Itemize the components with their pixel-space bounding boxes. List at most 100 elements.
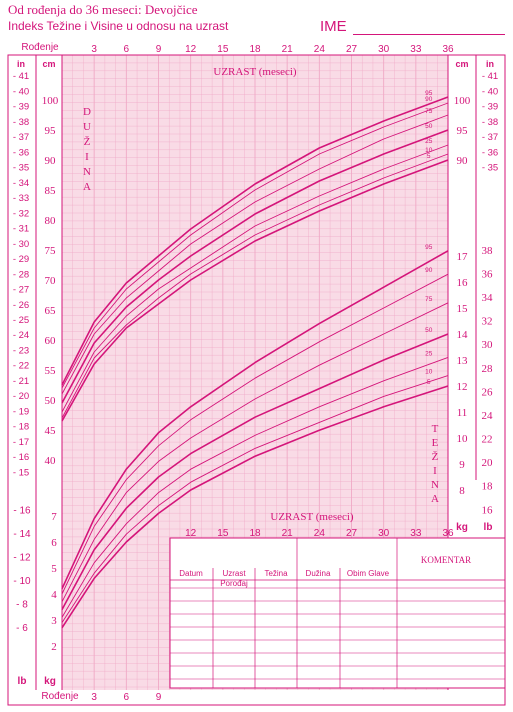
- name-label: IME: [320, 18, 347, 35]
- chart-subtitle: Indeks Težine i Visine u odnosu na uzras…: [8, 19, 229, 33]
- length-in-right-tick: - 40: [482, 86, 498, 97]
- weight-lb-right-tick: 34: [482, 292, 494, 304]
- length-in-tick: - 15: [13, 467, 29, 478]
- length-in-tick: - 40: [13, 86, 29, 97]
- length-cm-tick: 100: [42, 95, 59, 107]
- name-field[interactable]: [353, 32, 505, 35]
- weight-lb-right-tick: 22: [482, 434, 493, 446]
- length-in-tick: - 17: [13, 437, 29, 448]
- top-axis-birth-label: Rođenje: [21, 42, 59, 53]
- mid-axis-tick: 12: [185, 528, 197, 539]
- weight-side-title-letter: T: [432, 423, 439, 435]
- weight-series-10: [61, 375, 449, 623]
- length-cm-tick: 80: [45, 215, 57, 227]
- length-in-right-tick: - 37: [482, 132, 498, 143]
- weight-kg-right-tick: 10: [457, 433, 469, 445]
- mid-axis-tick: 18: [249, 528, 261, 539]
- weight-lb-left-tick: - 16: [13, 505, 31, 516]
- weight-lb-right-tick: 20: [482, 457, 494, 469]
- weight-lb-left-tick: - 8: [16, 600, 28, 611]
- weight-kg-left-tick: 2: [51, 641, 57, 653]
- mid-axis-tick: 21: [282, 528, 294, 539]
- length-cm-tick: 70: [45, 275, 57, 287]
- length-cm-tick: 40: [45, 455, 57, 467]
- top-axis-tick: 21: [282, 44, 294, 55]
- length-in-tick: - 22: [13, 361, 29, 372]
- mid-axis-tick: 27: [346, 528, 358, 539]
- length-series-5: [61, 159, 449, 422]
- length-side-title-letter: Ž: [84, 136, 91, 148]
- length-cm-tick: 85: [45, 185, 57, 197]
- length-in-tick: - 20: [13, 391, 29, 402]
- length-in-tick: - 36: [13, 147, 29, 158]
- mid-axis-tick: 33: [410, 528, 422, 539]
- weight-lb-right-tick: 36: [482, 268, 494, 280]
- weight-kg-left-tick: 3: [51, 615, 57, 627]
- weight-lb-left-tick: - 12: [13, 552, 31, 563]
- bottom-axis-birth-label: Rođenje: [41, 691, 79, 702]
- weight-lb-left-tick: - 14: [13, 529, 31, 540]
- weight-kg-left-tick: 6: [51, 537, 57, 549]
- length-in-tick: - 39: [13, 102, 29, 113]
- header: Od rođenja do 36 meseci: Devojčice Indek…: [8, 2, 508, 40]
- weight-lb-right-tick: 28: [482, 363, 494, 375]
- mid-axis-tick: 15: [217, 528, 229, 539]
- weight-side-title-letter: N: [431, 479, 439, 491]
- length-in-tick: - 27: [13, 285, 29, 296]
- length-in-tick: - 23: [13, 345, 29, 356]
- length-panel-title: UZRAST (meseci): [213, 66, 297, 78]
- length-in-tick: - 31: [13, 224, 29, 235]
- length-in-tick: - 41: [13, 71, 29, 82]
- length-series-25: [61, 144, 449, 413]
- weight-series-5: [61, 385, 449, 629]
- length-series-label: 10: [425, 147, 433, 154]
- weight-series-label: 10: [425, 369, 433, 376]
- weight-lb-right-tick: 30: [482, 339, 494, 351]
- top-axis-tick: 24: [314, 44, 326, 55]
- chart-title: Od rođenja do 36 meseci: Devojčice: [8, 2, 198, 17]
- top-axis-tick: 3: [91, 44, 97, 55]
- length-side-title-letter: D: [83, 106, 91, 118]
- length-in-tick: - 28: [13, 269, 29, 280]
- outer-frame: [7, 54, 506, 706]
- mid-axis-tick: 36: [442, 528, 454, 539]
- length-in-right-tick: - 39: [482, 102, 498, 113]
- record-table-header: Obim Glave: [347, 569, 390, 578]
- weight-side-title-letter: I: [433, 465, 437, 477]
- weight-kg-left-tick: 4: [51, 589, 57, 601]
- record-table-header: Uzrast: [222, 569, 246, 578]
- length-series-90: [61, 102, 449, 389]
- weight-series-label: 50: [425, 327, 433, 334]
- length-side-title-letter: N: [83, 166, 91, 178]
- weight-kg-left-tick: 5: [51, 563, 57, 575]
- mid-axis-title: UZRAST (meseci): [270, 511, 354, 523]
- weight-lb-right-tick: 32: [482, 316, 493, 328]
- length-series-label: 95: [425, 90, 433, 97]
- length-in-right-tick: - 38: [482, 117, 498, 128]
- length-cm-tick: 60: [45, 335, 57, 347]
- length-in-tick: - 33: [13, 193, 29, 204]
- record-table-header: Porođaj: [220, 579, 248, 588]
- length-in-right-tick: - 41: [482, 71, 498, 82]
- length-cm-tick: 95: [45, 125, 57, 137]
- weight-kg-right-tick: 9: [459, 459, 465, 471]
- length-in-right-tick: - 35: [482, 163, 498, 174]
- weight-series-label: 95: [425, 244, 433, 251]
- length-cm-tick: 50: [45, 395, 57, 407]
- top-axis-tick: 9: [156, 44, 162, 55]
- weight-kg-right-tick: 13: [457, 355, 469, 367]
- length-series-label: 25: [425, 138, 433, 145]
- length-series-95: [61, 96, 449, 386]
- length-in-tick: - 37: [13, 132, 29, 143]
- weight-series-75: [61, 302, 449, 603]
- weight-side-title-letter: E: [432, 437, 439, 449]
- length-in-tick: - 21: [13, 376, 29, 387]
- weight-lb-label: lb: [18, 676, 27, 687]
- length-in-tick: - 26: [13, 300, 29, 311]
- length-in-header: in: [17, 59, 25, 69]
- length-cm-tick: 90: [45, 155, 57, 167]
- length-cm-tick: 75: [45, 245, 57, 257]
- length-in-tick: - 34: [13, 178, 29, 189]
- weight-series-25: [61, 356, 449, 618]
